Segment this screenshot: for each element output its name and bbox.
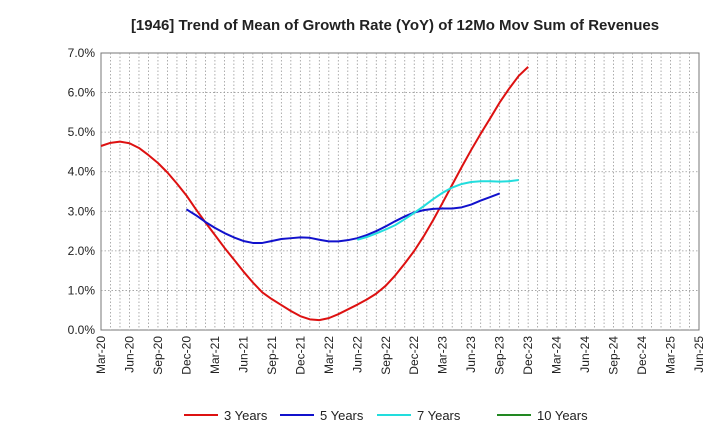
legend-label: 10 Years [537, 408, 588, 423]
x-tick-label: Dec-20 [179, 336, 193, 375]
legend-label: 3 Years [224, 408, 268, 423]
x-tick-label: Mar-20 [94, 336, 108, 374]
x-tick-label: Sep-21 [265, 336, 279, 375]
y-tick-label: 5.0% [68, 125, 96, 139]
x-tick-label: Sep-24 [607, 336, 621, 375]
x-tick-label: Sep-22 [379, 336, 393, 375]
x-tick-label: Mar-23 [436, 336, 450, 374]
series-group [100, 66, 529, 322]
y-tick-label: 0.0% [68, 323, 96, 337]
y-tick-label: 7.0% [68, 46, 96, 60]
chart-title: [1946] Trend of Mean of Growth Rate (YoY… [131, 17, 659, 34]
y-tick-label: 6.0% [68, 86, 96, 100]
x-tick-label: Sep-20 [151, 336, 165, 375]
legend: 3 Years 5 Years 7 Years 10 Years [184, 408, 588, 423]
x-tick-label: Mar-25 [664, 336, 678, 374]
x-tick-label: Dec-22 [407, 336, 421, 375]
x-tick-label: Mar-21 [208, 336, 222, 374]
plot-area [100, 52, 700, 331]
y-axis-ticks: 0.0% 1.0% 2.0% 3.0% 4.0% 5.0% 6.0% 7.0% [68, 46, 96, 337]
x-tick-label: Dec-21 [293, 336, 307, 375]
series-line-5-years [185, 192, 501, 244]
y-tick-label: 1.0% [68, 283, 96, 297]
x-tick-label: Jun-21 [236, 336, 250, 373]
x-tick-label: Mar-24 [550, 336, 564, 374]
x-tick-label: Jun-20 [122, 336, 136, 373]
series-line-7-years [357, 179, 519, 241]
grid [101, 53, 699, 330]
series-line-3-years [100, 66, 529, 322]
x-axis-ticks: Mar-20 Jun-20 Sep-20 Dec-20 Mar-21 Jun-21 Sep-… [94, 336, 706, 375]
legend-label: 7 Years [417, 408, 461, 423]
x-tick-label: Jun-23 [464, 336, 478, 373]
x-tick-label: Dec-24 [635, 336, 649, 375]
legend-label: 5 Years [320, 408, 364, 423]
x-tick-label: Jun-22 [350, 336, 364, 373]
x-tick-label: Jun-25 [692, 336, 706, 373]
x-tick-label: Sep-23 [493, 336, 507, 375]
y-tick-label: 4.0% [68, 165, 96, 179]
x-tick-label: Jun-24 [578, 336, 592, 373]
y-tick-label: 2.0% [68, 244, 96, 258]
x-tick-label: Dec-23 [521, 336, 535, 375]
x-tick-label: Mar-22 [322, 336, 336, 374]
y-tick-label: 3.0% [68, 204, 96, 218]
